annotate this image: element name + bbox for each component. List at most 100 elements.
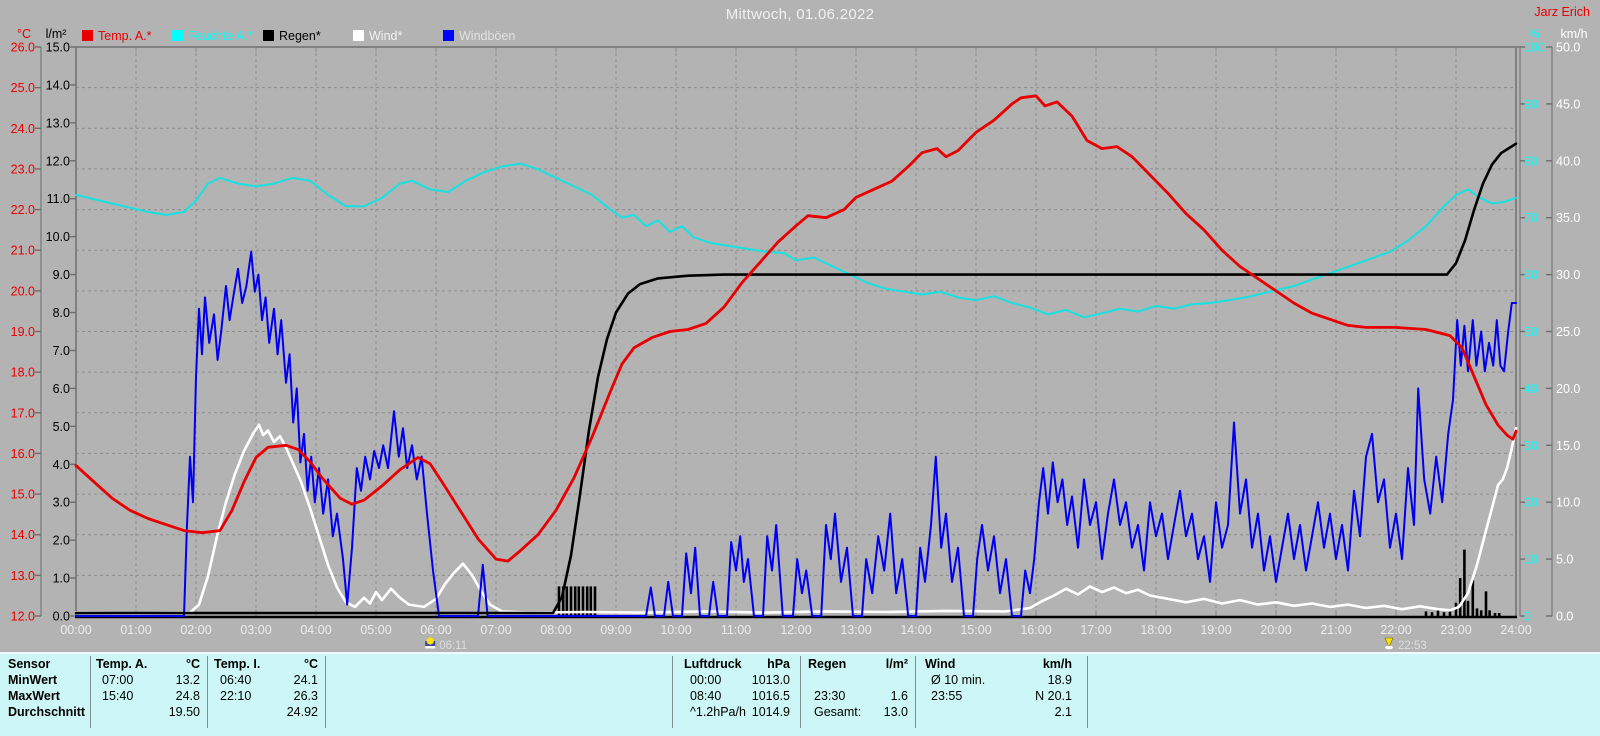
rain-bar [1488, 610, 1491, 616]
temp-tick-label: 16.0 [11, 447, 35, 461]
humidity-tick-label: 50 [1524, 325, 1538, 339]
temp-tick-label: 24.0 [11, 122, 35, 136]
table-group-name: Temp. I. [214, 657, 261, 671]
temp-tick-label: 25.0 [11, 81, 35, 95]
sun-marker-time: 22:53 [1398, 640, 1427, 652]
rain-tick-label: 14.0 [46, 78, 70, 92]
table-separator [207, 656, 208, 728]
table-value-time: 23:30 [814, 689, 846, 703]
wind-tick-label: 40.0 [1556, 154, 1580, 168]
table-value: 1016.5 [751, 689, 790, 703]
legend-swatch [82, 30, 93, 41]
rain-tick-label: 9.0 [53, 268, 70, 282]
table-value: 26.3 [293, 689, 318, 703]
x-tick-label: 08:00 [540, 623, 571, 637]
rain-bar [1479, 610, 1483, 616]
x-tick-label: 20:00 [1260, 623, 1291, 637]
temp-tick-label: 15.0 [11, 488, 35, 502]
rain-bar [1484, 591, 1488, 616]
table-value: 24.1 [293, 673, 318, 687]
table-value: 13.0 [883, 705, 908, 719]
table-value-time: 00:00 [690, 673, 722, 687]
rain-bar [1424, 611, 1428, 616]
table-separator [1087, 656, 1088, 728]
x-tick-label: 04:00 [300, 623, 331, 637]
legend-label: Wind* [369, 29, 403, 43]
watermark-author: Jarz Erich [1534, 5, 1590, 19]
rain-bar [577, 586, 581, 616]
rain-tick-label: 5.0 [53, 420, 70, 434]
rain-bar [1475, 608, 1479, 616]
stats-table: Sensor MinWert MaxWert Durchschnitt Temp. A.… [0, 652, 1600, 736]
table-separator [800, 656, 801, 728]
table-value: 24.8 [175, 689, 200, 703]
humidity-axis-unit: % [1528, 27, 1539, 41]
rain-tick-label: 11.0 [47, 192, 70, 206]
humidity-tick-label: 80 [1524, 154, 1538, 168]
temp-tick-label: 17.0 [11, 406, 35, 420]
table-group-name: Luftdruck [684, 657, 742, 671]
legend-item-2: Feuchte A.* [172, 29, 253, 43]
humidity-tick-label: 60 [1524, 268, 1538, 282]
table-row-label: MaxWert [8, 689, 60, 703]
rain-bar [1497, 612, 1501, 616]
rain-bar [1436, 610, 1440, 616]
rain-bar [593, 586, 597, 616]
rain-bar [1463, 549, 1466, 616]
rain-bar [585, 586, 589, 616]
rain-bar [569, 586, 573, 616]
wind-tick-label: 35.0 [1556, 211, 1580, 225]
temp-tick-label: 22.0 [11, 203, 35, 217]
x-tick-label: 09:00 [600, 623, 631, 637]
wind-tick-label: 20.0 [1556, 382, 1580, 396]
x-tick-label: 05:00 [360, 623, 391, 637]
table-group-unit: °C [303, 657, 318, 671]
humidity-tick-label: 0 [1524, 610, 1531, 624]
humidity-tick-label: 40 [1524, 382, 1538, 396]
rain-tick-label: 7.0 [53, 344, 70, 358]
table-group-unit: hPa [767, 657, 790, 671]
table-group-name: Temp. A. [96, 657, 148, 671]
x-tick-label: 22:00 [1380, 623, 1411, 637]
series-wind [74, 423, 1518, 615]
legend-label: Temp. A.* [98, 29, 152, 43]
table-value: 2.1 [1054, 705, 1072, 719]
rain-bar [1430, 612, 1434, 616]
sunset-arrow [1384, 637, 1394, 648]
humidity-tick-label: 90 [1524, 97, 1538, 111]
table-separator [915, 656, 916, 728]
rain-bar [565, 586, 569, 616]
rain-tick-label: 2.0 [53, 534, 70, 548]
table-value: 1013.0 [751, 673, 790, 687]
table-value-time: Gesamt: [814, 705, 862, 719]
temp-tick-label: 12.0 [11, 610, 35, 624]
temp-axis-unit: °C [17, 27, 31, 41]
rain-tick-label: 8.0 [53, 306, 70, 320]
temp-tick-label: 26.0 [11, 41, 35, 55]
chart-plot-area[interactable]: 26.0 25.0 24.0 23.0 22.0 21.0 20.0 19.0 18.0 17.0… [0, 0, 1600, 652]
x-tick-label: 10:00 [660, 623, 691, 637]
rain-bar [1458, 578, 1462, 616]
x-tick-label: 23:00 [1440, 623, 1471, 637]
table-value: 19.50 [168, 705, 200, 719]
legend-swatch [172, 30, 183, 41]
sunset-base [1385, 645, 1393, 650]
x-tick-label: 00:00 [60, 623, 91, 637]
table-row-label: Durchschnitt [8, 705, 86, 719]
rain-tick-label: 6.0 [53, 382, 70, 396]
x-tick-label: 07:00 [480, 623, 511, 637]
x-tick-label: 18:00 [1140, 623, 1171, 637]
table-value-time: 15:40 [102, 689, 134, 703]
humidity-tick-label: 100 [1524, 41, 1545, 55]
table-value-time: ^1.2hPa/h [690, 705, 746, 719]
sunrise-sun [426, 637, 434, 645]
legend-swatch [263, 30, 274, 41]
x-tick-label: 01:00 [120, 623, 151, 637]
rain-tick-label: 10.0 [46, 230, 70, 244]
wind-tick-label: 0.0 [1556, 610, 1573, 624]
x-tick-label: 14:00 [900, 623, 931, 637]
table-value-time: 23:55 [931, 689, 963, 703]
wind-tick-label: 25.0 [1556, 325, 1580, 339]
rain-bar [1471, 579, 1475, 616]
x-tick-label: 12:00 [780, 623, 811, 637]
